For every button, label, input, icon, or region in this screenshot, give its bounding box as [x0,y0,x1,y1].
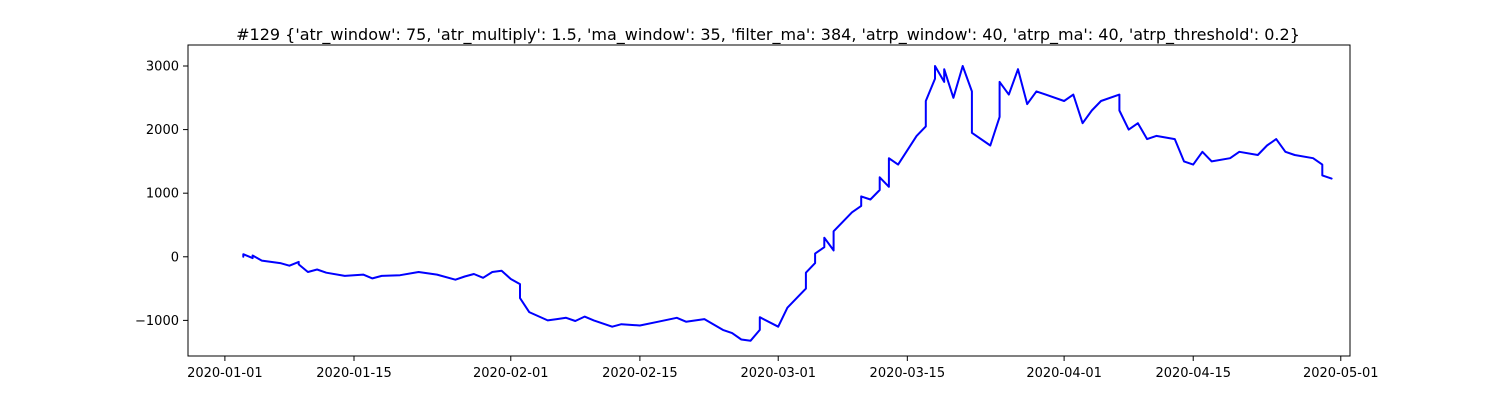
y-tick-label: 2000 [146,123,179,138]
x-tick-label: 2020-02-15 [602,366,678,381]
plot-area [242,65,1333,342]
x-tick-label: 2020-03-01 [740,366,816,381]
y-tick-label: −1000 [135,314,179,329]
x-axis: 2020-01-01 2020-01-15 2020-02-01 2020-02-15… [187,356,1379,381]
x-tick-label: 2020-04-15 [1155,366,1231,381]
axes-frame [187,44,1351,357]
y-tick-label: 0 [171,250,179,265]
y-tick-label: 1000 [146,187,179,202]
x-tick-label: 2020-04-01 [1026,366,1102,381]
x-tick-label: 2020-02-01 [473,366,549,381]
x-tick-label: 2020-01-01 [187,366,263,381]
y-axis: −1000 0 1000 2000 3000 [135,59,188,329]
y-tick-label: 3000 [146,59,179,74]
x-tick-label: 2020-05-01 [1303,366,1379,381]
series-line [242,65,1333,342]
x-tick-label: 2020-03-15 [870,366,946,381]
chart-title: #129 {'atr_window': 75, 'atr_multiply': … [236,25,1300,45]
x-tick-label: 2020-01-15 [316,366,392,381]
